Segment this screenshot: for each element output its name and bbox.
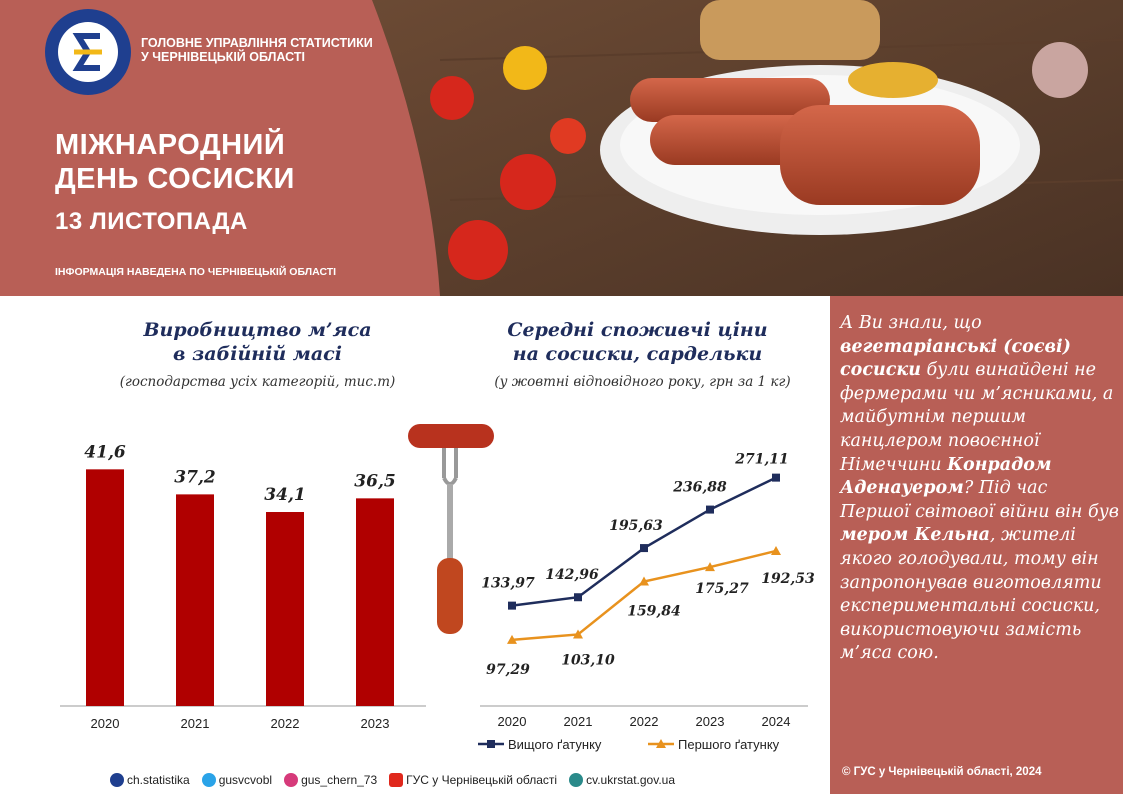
line-value-label: 175,27: [695, 581, 749, 597]
line-point: [507, 634, 517, 644]
instagram-icon: [284, 773, 299, 787]
legend-marker: [656, 739, 666, 748]
line-value-label: 103,10: [561, 652, 615, 668]
line-value-label: 97,29: [486, 662, 530, 678]
line-point: [772, 473, 780, 482]
bar-title-line-2: в забійній масі: [173, 343, 342, 365]
bar-value-label: 36,5: [354, 471, 395, 491]
legend-marker: [487, 740, 495, 748]
line-category-label: 2022: [630, 714, 659, 729]
website-link[interactable]: cv.ukrstat.gov.ua: [569, 773, 675, 787]
line-title-line-2: на сосиски, сардельки: [512, 343, 763, 365]
bar-category-label: 2021: [181, 716, 210, 731]
line-point: [508, 601, 516, 610]
line-value-label: 133,97: [481, 576, 535, 592]
copyright: © ГУС у Чернівецькій області, 2024: [842, 766, 1042, 778]
line-category-label: 2020: [498, 714, 527, 729]
line-point: [639, 576, 649, 586]
bar-chart: 41,6 2020 37,2 2021 34,1 2022 36,5 2023: [60, 442, 426, 731]
line-point: [706, 505, 714, 514]
fact-part-3: ? Під час Першої світової війни він був: [840, 478, 1119, 522]
bar: [176, 494, 214, 706]
bar: [356, 498, 394, 706]
line-value-label: 159,84: [627, 603, 681, 619]
line-point: [640, 544, 648, 553]
fact-text: А Ви знали, що вегетаріанські (соєві) со…: [840, 312, 1122, 666]
social-footer: ch.statistika gusvcvobl gus_chern_73 ГУС…: [110, 770, 830, 790]
instagram-link[interactable]: gus_chern_73: [284, 773, 377, 787]
line-chart: 2020 2021 2022 2023 2024 133,97 142,96 195,63 23…: [478, 452, 815, 752]
line-value-label: 195,63: [609, 518, 663, 534]
charts-area: [0, 296, 830, 794]
line-point: [573, 629, 583, 639]
line-title-line-1: Середні споживчі ціни: [507, 319, 768, 341]
line-category-label: 2021: [564, 714, 593, 729]
line-value-label: 271,11: [734, 452, 789, 468]
youtube-icon: [389, 773, 404, 787]
website-label: cv.ukrstat.gov.ua: [586, 773, 676, 787]
line-point: [771, 545, 781, 555]
fact-bold-1: вегетаріанські (соєві) сосиски: [840, 336, 1071, 381]
facebook-icon: [110, 773, 124, 787]
sausage-plate-photo: [372, 0, 1123, 296]
bar-value-label: 41,6: [84, 442, 126, 462]
globe-icon: [569, 773, 584, 787]
youtube-link[interactable]: ГУС у Чернівецькій області: [389, 773, 557, 787]
line-point: [705, 562, 715, 572]
fact-bold-2: Конрадом Аденауером: [840, 454, 1052, 499]
fact-part-2: були винайдені не фермерами чи м’ясникам…: [840, 360, 1114, 475]
legend-label: Вищого ґатунку: [508, 737, 602, 752]
facebook-label: ch.statistika: [127, 773, 190, 787]
bar-value-label: 34,1: [264, 485, 305, 505]
line-value-label: 192,53: [761, 571, 815, 587]
bar-chart-title: Виробництво м’яса в забійній масі: [55, 318, 460, 366]
twitter-link[interactable]: gusvcvobl: [201, 773, 273, 787]
youtube-label: ГУС у Чернівецькій області: [406, 773, 558, 787]
sausage-fork-illustration: [408, 424, 494, 634]
twitter-icon: [201, 773, 216, 787]
line-category-label: 2023: [696, 714, 725, 729]
bar-title-line-1: Виробництво м’яса: [143, 319, 372, 341]
bar-category-label: 2022: [271, 716, 300, 731]
fact-part-4: , жителі якого голодували, тому він запр…: [840, 525, 1102, 664]
line-value-label: 236,88: [672, 480, 727, 496]
fact-part-1: А Ви знали, що: [840, 313, 982, 333]
line-chart-subtitle: (у жовтні відповідного року, грн за 1 кг…: [494, 374, 791, 390]
instagram-label: gus_chern_73: [301, 773, 378, 787]
bar-category-label: 2020: [91, 716, 120, 731]
facebook-link[interactable]: ch.statistika: [110, 773, 190, 787]
line-point: [574, 593, 582, 602]
bar: [266, 512, 304, 706]
bar-category-label: 2023: [361, 716, 390, 731]
fact-bold-3: мером Кельна: [840, 525, 990, 546]
line-category-label: 2024: [762, 714, 791, 729]
twitter-label: gusvcvobl: [218, 773, 273, 787]
bar: [86, 469, 124, 706]
bar-chart-subtitle: (господарства усіх категорій, тис.т): [119, 374, 396, 390]
line-value-label: 142,96: [545, 567, 599, 583]
fact-panel: А Ви знали, що вегетаріанські (соєві) со…: [830, 296, 1123, 794]
line-chart-title: Середні споживчі ціни на сосиски, сардел…: [455, 318, 820, 366]
legend-label: Першого ґатунку: [678, 737, 780, 752]
bar-value-label: 37,2: [174, 467, 216, 487]
